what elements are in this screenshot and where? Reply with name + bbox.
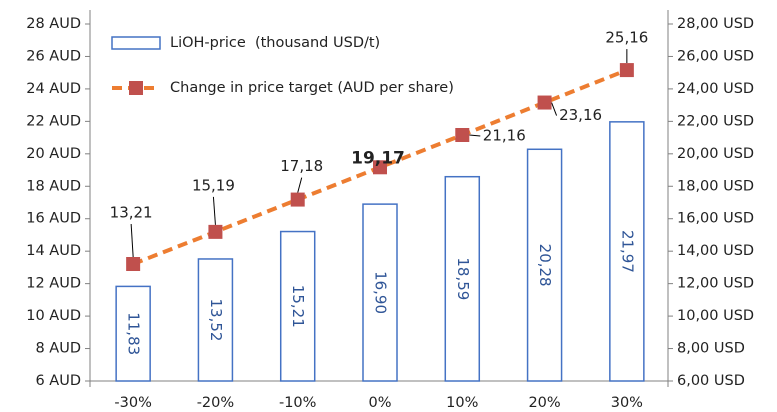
- leader-line: [297, 177, 303, 193]
- y2-tick-label: 28,00 USD: [677, 16, 754, 32]
- y2-tick-label: 24,00 USD: [677, 81, 754, 97]
- x-tick-label: 20%: [528, 395, 560, 411]
- line-value-label: 19,17: [351, 148, 405, 168]
- y-tick-label: 16 AUD: [26, 211, 81, 227]
- bar-value-label: 21,97: [618, 230, 636, 273]
- leader-line: [551, 102, 558, 116]
- bar: [279, 230, 316, 382]
- y2-tick-label: 10,00 USD: [677, 308, 754, 324]
- y2-tick-label: 26,00 USD: [677, 48, 754, 64]
- x-tick-label: -30%: [114, 395, 151, 411]
- line-value-label: 17,18: [280, 157, 323, 175]
- y-tick-label: 28 AUD: [26, 16, 81, 32]
- y-tick-label: 24 AUD: [26, 81, 81, 97]
- line-value-label: 23,16: [559, 106, 602, 124]
- bar-value-label: 11,83: [125, 312, 143, 355]
- marker: [619, 63, 634, 78]
- y2-tick-label: 22,00 USD: [677, 113, 754, 129]
- y-tick-label: 6 AUD: [35, 373, 81, 389]
- y-tick-label: 8 AUD: [35, 341, 81, 357]
- bar-value-label: 13,52: [207, 299, 225, 342]
- marker: [126, 257, 141, 272]
- bar-value-label: 15,21: [289, 285, 307, 328]
- y-tick-label: 20 AUD: [26, 146, 81, 162]
- y2-tick-label: 20,00 USD: [677, 146, 754, 162]
- marker: [455, 127, 470, 142]
- marker: [290, 192, 305, 207]
- y2-tick-label: 18,00 USD: [677, 178, 754, 194]
- bar: [197, 258, 234, 382]
- y2-tick-label: 14,00 USD: [677, 243, 754, 259]
- bar: [362, 203, 398, 382]
- marker: [208, 224, 223, 239]
- line-value-label: 15,19: [192, 176, 235, 194]
- x-tick-label: -20%: [197, 395, 234, 411]
- line-value-label: 13,21: [110, 204, 153, 222]
- y-tick-label: 26 AUD: [26, 48, 81, 64]
- x-tick-label: 10%: [446, 395, 478, 411]
- bar: [609, 121, 645, 382]
- y-tick-label: 14 AUD: [26, 243, 81, 259]
- bar: [444, 175, 481, 382]
- legend-swatch: [111, 36, 161, 50]
- y2-tick-label: 8,00 USD: [677, 341, 745, 357]
- bar-value-label: 18,59: [454, 257, 472, 300]
- x-tick-label: -10%: [279, 395, 316, 411]
- leader-line: [469, 134, 481, 137]
- leader-line: [212, 196, 216, 225]
- y2-tick-label: 16,00 USD: [677, 211, 754, 227]
- leader-line: [130, 223, 134, 258]
- bar: [115, 285, 151, 382]
- y-tick-label: 18 AUD: [26, 178, 81, 194]
- y-tick-label: 12 AUD: [26, 276, 81, 292]
- legend-marker: [129, 81, 143, 95]
- bar: [526, 148, 563, 382]
- y2-tick-label: 6,00 USD: [677, 373, 745, 389]
- y2-tick-label: 12,00 USD: [677, 276, 754, 292]
- line-value-label: 21,16: [483, 126, 526, 144]
- legend-label: LiOH-price (thousand USD/t): [170, 35, 380, 51]
- x-tick-label: 30%: [611, 395, 643, 411]
- marker: [373, 160, 387, 175]
- y-tick-label: 22 AUD: [26, 113, 81, 129]
- bar-value-label: 16,90: [372, 271, 390, 314]
- y-tick-label: 10 AUD: [26, 308, 81, 324]
- line-value-label: 25,16: [605, 29, 648, 47]
- legend-label: Change in price target (AUD per share): [170, 80, 454, 96]
- bar-value-label: 20,28: [536, 244, 554, 287]
- marker: [537, 95, 552, 110]
- x-tick-label: 0%: [368, 395, 391, 411]
